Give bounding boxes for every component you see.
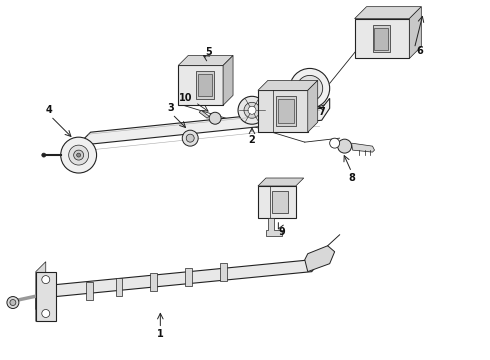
Polygon shape <box>185 268 192 286</box>
Polygon shape <box>355 7 421 19</box>
Text: 1: 1 <box>157 329 164 339</box>
Circle shape <box>209 112 221 124</box>
Bar <box>178 66 223 105</box>
Circle shape <box>238 96 266 124</box>
Bar <box>372 24 391 53</box>
Circle shape <box>330 138 340 148</box>
Text: 2: 2 <box>248 135 255 145</box>
Text: 4: 4 <box>46 105 52 115</box>
Circle shape <box>76 153 81 157</box>
Bar <box>258 186 296 218</box>
Bar <box>374 28 389 50</box>
Polygon shape <box>36 262 46 321</box>
Bar <box>278 99 294 123</box>
Polygon shape <box>36 250 319 310</box>
Circle shape <box>186 134 194 142</box>
Bar <box>198 75 212 96</box>
Polygon shape <box>150 273 157 291</box>
Text: 10: 10 <box>178 93 192 103</box>
Circle shape <box>182 130 198 146</box>
Bar <box>355 19 409 58</box>
Polygon shape <box>409 7 421 58</box>
Circle shape <box>10 300 16 306</box>
Circle shape <box>297 75 323 101</box>
Text: 6: 6 <box>416 45 423 55</box>
Polygon shape <box>305 246 335 272</box>
Circle shape <box>69 145 89 165</box>
Circle shape <box>244 102 260 118</box>
Text: 3: 3 <box>167 103 173 113</box>
Circle shape <box>248 106 256 114</box>
Bar <box>276 96 296 126</box>
Circle shape <box>307 85 313 91</box>
Polygon shape <box>178 55 233 66</box>
Bar <box>272 191 288 213</box>
Text: 5: 5 <box>205 48 212 58</box>
Polygon shape <box>258 178 304 186</box>
Polygon shape <box>199 110 209 118</box>
Circle shape <box>303 81 317 95</box>
Text: 7: 7 <box>318 107 325 117</box>
Circle shape <box>338 139 352 153</box>
Polygon shape <box>116 278 122 296</box>
Circle shape <box>61 137 97 173</box>
Bar <box>258 90 308 132</box>
Bar <box>196 71 214 99</box>
Polygon shape <box>308 80 318 132</box>
Text: 9: 9 <box>278 227 285 237</box>
Polygon shape <box>86 282 93 300</box>
Circle shape <box>290 68 330 108</box>
Circle shape <box>42 310 50 318</box>
Polygon shape <box>258 80 318 90</box>
Text: 8: 8 <box>348 173 355 183</box>
Circle shape <box>74 150 84 160</box>
Circle shape <box>42 153 46 157</box>
Polygon shape <box>266 218 282 236</box>
Polygon shape <box>36 272 56 321</box>
Polygon shape <box>220 263 227 281</box>
Polygon shape <box>83 98 330 152</box>
Circle shape <box>42 276 50 284</box>
Circle shape <box>7 297 19 309</box>
Polygon shape <box>352 143 374 152</box>
Polygon shape <box>223 55 233 105</box>
